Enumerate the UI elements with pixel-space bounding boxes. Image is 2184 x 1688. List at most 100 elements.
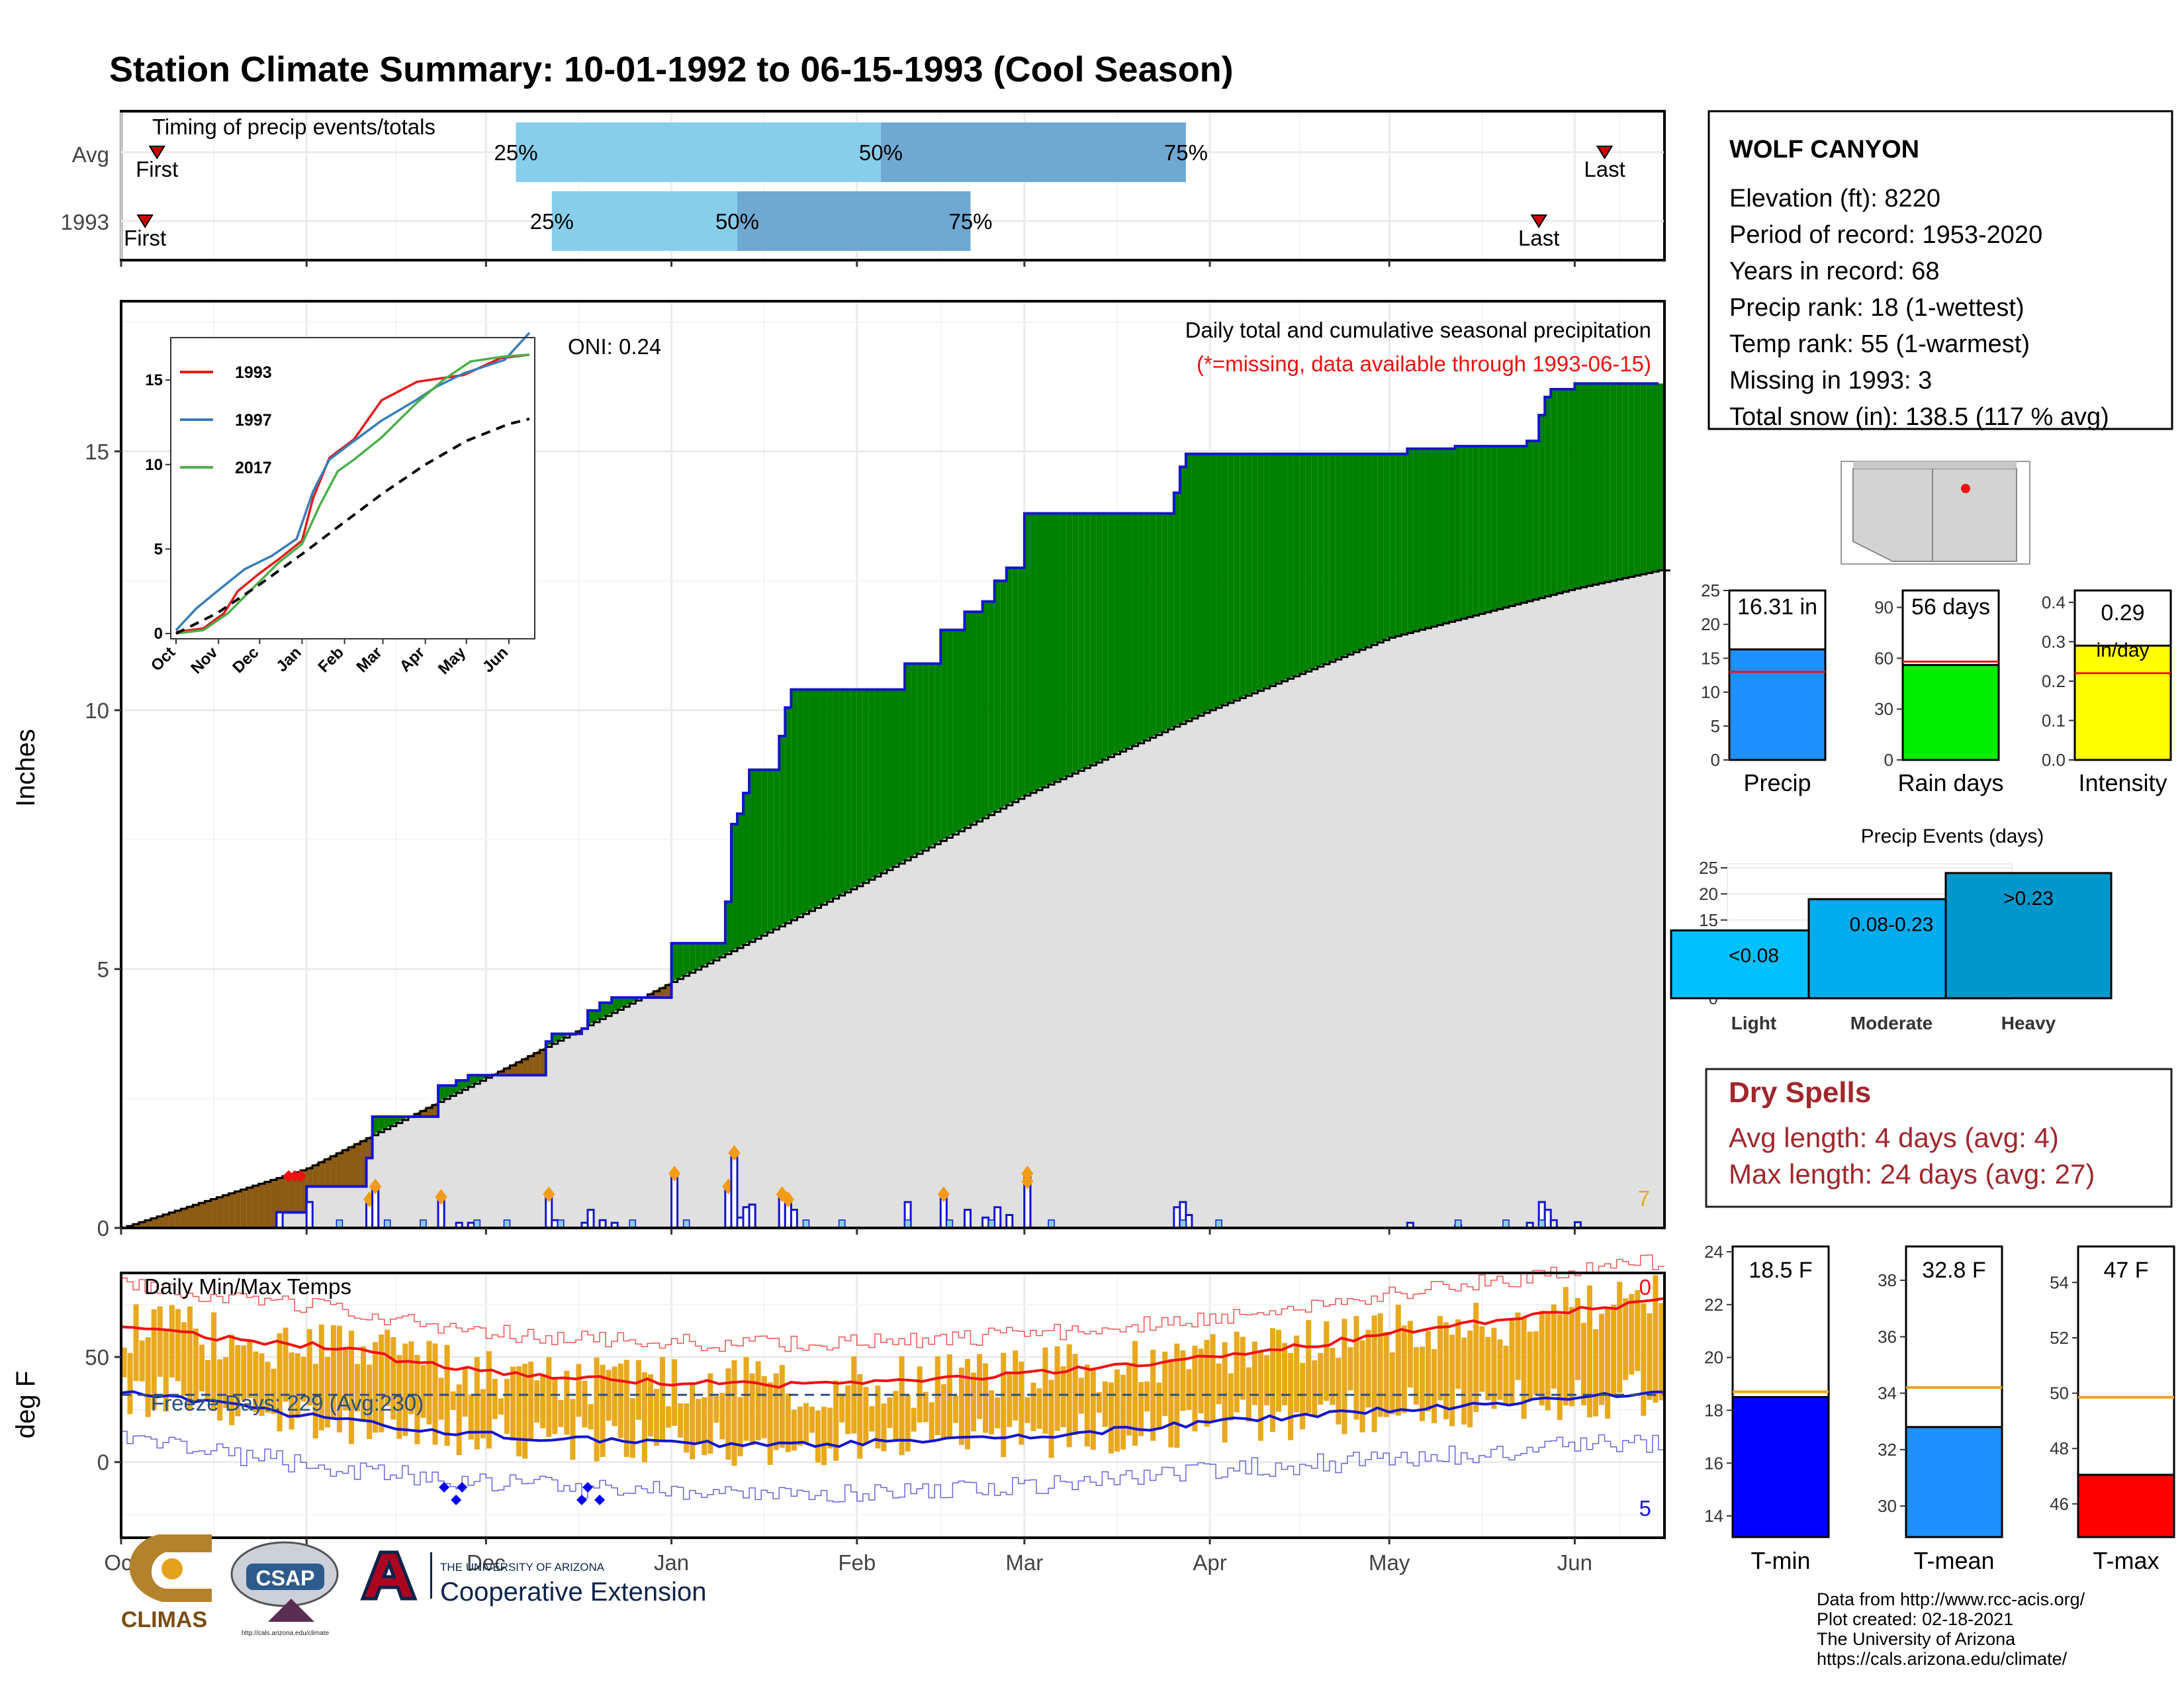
surplus-area — [1335, 453, 1342, 660]
surplus-area — [725, 902, 731, 955]
daily-temp-bar — [1156, 1382, 1162, 1429]
temp-bar-tick-label: 54 — [2050, 1272, 2069, 1292]
surplus-area — [1114, 513, 1120, 755]
daily-temp-bar — [582, 1381, 588, 1428]
daily-temp-bar — [480, 1389, 486, 1438]
station-elevation: Elevation (ft): 8220 — [1729, 185, 1940, 212]
month-tick-label: May — [1369, 1550, 1410, 1575]
daily-temp-bar — [336, 1325, 342, 1432]
surplus-area — [797, 689, 803, 917]
summary-bar-tick-label: 0 — [1884, 750, 1893, 770]
daily-temp-bar — [1030, 1382, 1036, 1431]
daily-temp-bar — [1150, 1350, 1156, 1441]
daily-temp-bar — [684, 1403, 690, 1453]
daily-temp-bar — [983, 1363, 989, 1433]
daily-temp-bar — [1336, 1358, 1342, 1425]
daily-temp-bar — [725, 1368, 731, 1460]
surplus-area — [1533, 441, 1539, 600]
daily-temp-bar — [940, 1384, 946, 1439]
surplus-area — [1341, 453, 1347, 657]
summary-bar-tick-label: 0.2 — [2042, 671, 2066, 691]
freeze-days-label: Freeze Days: 229 (Avg:230) — [151, 1391, 424, 1415]
inset-legend-label: 1997 — [235, 411, 272, 430]
daily-temp-bar — [277, 1333, 283, 1432]
temp-bar-tick-label: 34 — [1878, 1383, 1897, 1403]
summary-bar-tick-label: 30 — [1874, 699, 1893, 719]
deficit-area — [210, 1197, 217, 1228]
daily-temp-bar — [121, 1347, 127, 1378]
surplus-area — [450, 1085, 457, 1096]
surplus-area — [988, 601, 995, 816]
daily-temp-bar — [647, 1374, 653, 1437]
surplus-area — [606, 1002, 612, 1016]
daily-temp-bar — [408, 1341, 414, 1415]
surplus-area — [1216, 453, 1222, 708]
daily-temp-bar — [1599, 1313, 1605, 1405]
daily-temp-bar — [773, 1373, 779, 1450]
temp-bar-value: 18.5 F — [1749, 1258, 1812, 1283]
events-category-label: Light — [1731, 1013, 1776, 1033]
tmin-normal-line — [120, 1390, 1665, 1448]
surplus-area — [874, 689, 881, 877]
deficit-area — [324, 1156, 331, 1187]
daily-temp-bar — [1353, 1316, 1359, 1420]
surplus-area — [557, 1033, 564, 1041]
daily-temp-bar — [743, 1356, 749, 1441]
last-event-marker — [1530, 214, 1547, 228]
dry-spells-avg-length: Avg length: 4 days (avg: 4) — [1729, 1122, 2059, 1153]
daily-temp-bar — [1216, 1363, 1222, 1405]
surplus-area — [803, 689, 809, 914]
daily-temp-bar — [1539, 1311, 1545, 1406]
daily-precip-bar — [993, 1206, 1002, 1229]
daily-temp-bar — [1479, 1326, 1485, 1392]
daily-temp-bar — [1234, 1331, 1240, 1413]
daily-precip-bar — [981, 1216, 990, 1229]
surplus-area — [911, 663, 917, 857]
temp-bar-tick-label: 30 — [1878, 1496, 1897, 1516]
daily-temp-bar — [1455, 1319, 1461, 1389]
first-event-label: First — [124, 226, 166, 250]
timing-q25-q50-bar — [516, 122, 881, 182]
surplus-area — [1179, 467, 1186, 724]
month-tick-label: Mar — [1005, 1550, 1043, 1575]
deficit-area — [187, 1205, 193, 1228]
surplus-area — [1461, 445, 1467, 619]
deficit-area — [527, 1053, 534, 1076]
snow-event-marker — [782, 1191, 794, 1207]
surplus-area — [390, 1116, 396, 1127]
surplus-area — [1449, 448, 1455, 622]
surplus-area — [588, 1010, 594, 1025]
events-bar-label: <0.08 — [1729, 945, 1779, 967]
surplus-area — [1545, 397, 1551, 597]
station-location-marker — [1961, 484, 1970, 493]
inset-lines — [175, 332, 531, 635]
inset-series-line — [175, 353, 530, 635]
temp-summary-bars: 18.5 F 14 16 18 20 22 24 T-min 32.8 F 30 32 34 36 38 T… — [1704, 1242, 2175, 1574]
location-map — [1841, 461, 2030, 565]
summary-bar-tick-label: 0 — [1711, 750, 1720, 770]
daily-temp-bar — [468, 1394, 474, 1440]
daily-temp-bar — [1066, 1344, 1072, 1448]
deficit-area — [222, 1193, 229, 1228]
ua-block-a — [360, 1550, 418, 1601]
summary-bar — [2073, 644, 2172, 761]
surplus-area — [1592, 383, 1599, 585]
deficit-area — [228, 1191, 235, 1228]
surplus-area — [480, 1075, 486, 1081]
surplus-area — [1161, 513, 1168, 733]
daily-temp-bar — [588, 1404, 594, 1430]
dry-spells-max-length: Max length: 24 days (avg: 27) — [1729, 1158, 2095, 1190]
daily-temp-bar — [779, 1364, 785, 1448]
summary-bar — [1728, 648, 1827, 761]
surplus-area — [755, 769, 762, 939]
summary-bar-value: 56 days — [1911, 594, 1990, 620]
summary-bar-tick-label: 0.4 — [2042, 592, 2066, 612]
daily-temp-bar — [199, 1344, 205, 1391]
deficit-area — [193, 1203, 199, 1228]
temp-bar — [2077, 1474, 2175, 1538]
events-bar — [1944, 872, 2113, 1000]
daily-temp-bar — [707, 1373, 713, 1454]
daily-temp-bar — [1569, 1307, 1574, 1407]
daily-temp-bar — [1641, 1303, 1647, 1416]
